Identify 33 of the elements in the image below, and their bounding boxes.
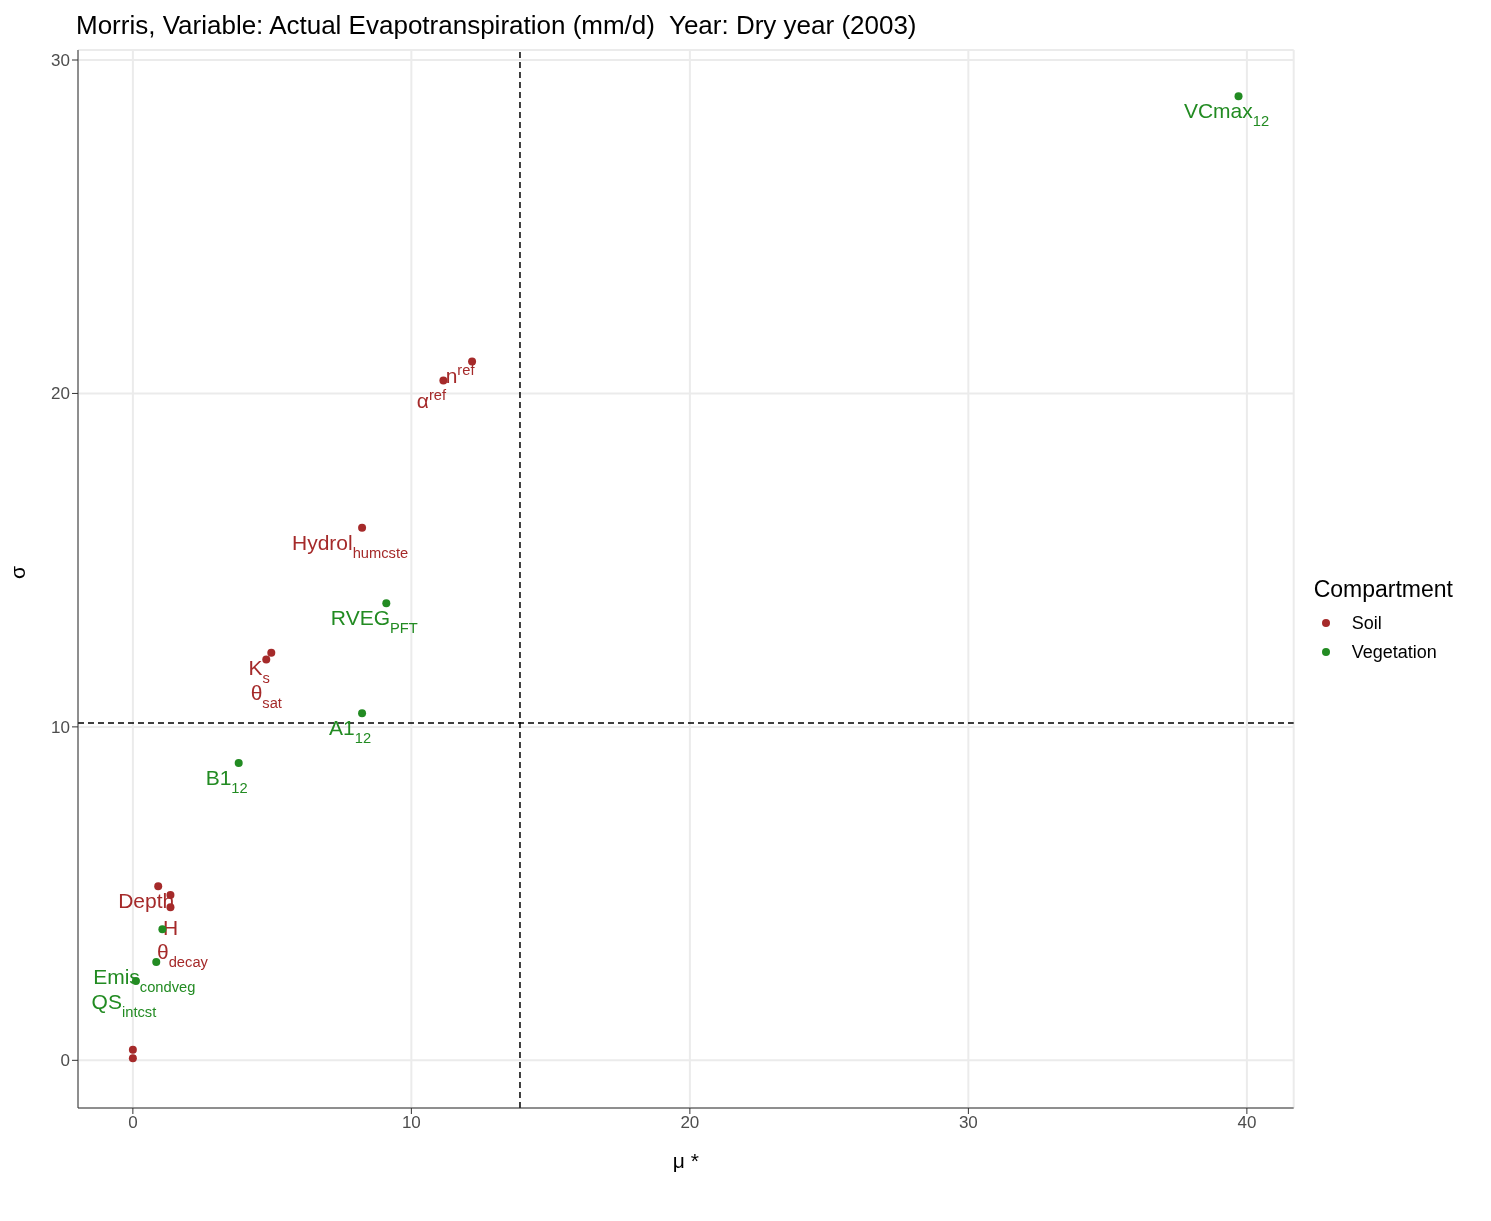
annotation: α$^{ref}$ bbox=[416, 387, 447, 413]
legend-title: Compartment bbox=[1313, 575, 1453, 603]
legend-label: Soil bbox=[1351, 612, 1382, 634]
y-tick-label: 20 bbox=[51, 384, 70, 404]
point bbox=[358, 523, 367, 532]
annotation: RVEG$_{PFT}$ bbox=[330, 606, 418, 637]
x-tick-label: 30 bbox=[958, 1113, 978, 1133]
point bbox=[382, 599, 391, 608]
y-tick-label: 10 bbox=[51, 717, 70, 737]
y-axis-title: σ bbox=[6, 566, 30, 579]
point bbox=[154, 882, 163, 891]
legend-label: Vegetation bbox=[1351, 641, 1437, 663]
x-tick-label: 20 bbox=[680, 1113, 700, 1133]
point bbox=[439, 376, 448, 385]
chart-title: Morris, Variable: Actual Evapotranspiration (mm/d) Year: Dry year (2003) bbox=[76, 9, 918, 42]
point bbox=[128, 1045, 137, 1054]
point bbox=[1234, 92, 1243, 101]
annotation: Hydrol$_{humcste}$ bbox=[291, 530, 409, 561]
y-tick-label: 30 bbox=[51, 51, 70, 71]
x-tick-label: 0 bbox=[128, 1113, 138, 1133]
y-tick-label: 0 bbox=[60, 1051, 70, 1071]
annotation: B1$_{12}$ bbox=[205, 765, 248, 796]
point bbox=[358, 709, 367, 718]
x-tick-label: 10 bbox=[401, 1113, 421, 1133]
point bbox=[267, 648, 276, 657]
annotation: VCmax$_{12}$ bbox=[1183, 99, 1270, 130]
point bbox=[234, 758, 243, 767]
annotation: n$^{ref}$ bbox=[445, 362, 476, 388]
point bbox=[262, 655, 271, 664]
point bbox=[128, 1054, 137, 1063]
x-tick-label: 40 bbox=[1237, 1113, 1257, 1133]
point bbox=[152, 957, 161, 966]
x-axis-title: μ * bbox=[672, 1149, 699, 1172]
